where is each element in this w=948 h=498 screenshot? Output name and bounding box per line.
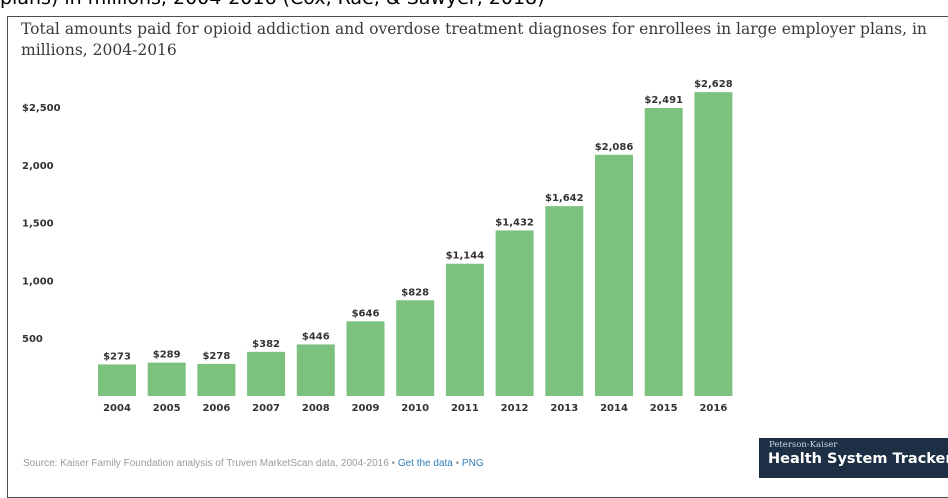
x-tick-label: 2007 bbox=[252, 403, 280, 414]
bar-chart: $2,500 2,000 1,500 1,000 500 $273 $289 $278 $38… bbox=[22, 79, 733, 414]
value-label: $278 bbox=[202, 351, 230, 362]
bar-2016 bbox=[694, 92, 733, 397]
value-label: $828 bbox=[401, 287, 429, 298]
value-label: $1,642 bbox=[545, 193, 584, 204]
link-separator: • bbox=[452, 458, 462, 469]
bar-2014 bbox=[595, 154, 633, 396]
value-label: $2,491 bbox=[644, 95, 683, 106]
chart-title: Total amounts paid for opioid addiction … bbox=[21, 20, 927, 59]
value-label: $273 bbox=[103, 351, 131, 362]
value-label: $1,432 bbox=[495, 217, 534, 228]
bar-2011 bbox=[445, 263, 484, 396]
value-label: $382 bbox=[252, 339, 280, 350]
value-labels: $273 $289 $278 $382 $446 $646 $828 $1,144 $1,432… bbox=[103, 79, 733, 362]
x-tick-label: 2005 bbox=[153, 403, 181, 414]
chart-card: Total amounts paid for opioid addiction … bbox=[7, 16, 948, 498]
y-tick-label: 2,000 bbox=[22, 161, 54, 172]
value-label: $2,086 bbox=[595, 142, 634, 153]
bar-2008 bbox=[296, 344, 335, 396]
bar-2012 bbox=[495, 230, 534, 396]
y-tick-label: 1,500 bbox=[22, 219, 54, 230]
value-label: $2,628 bbox=[694, 79, 733, 90]
x-tick-label: 2009 bbox=[352, 403, 380, 414]
bar-2015 bbox=[644, 107, 683, 397]
x-tick-label: 2014 bbox=[600, 403, 628, 414]
value-label: $1,144 bbox=[446, 251, 485, 262]
bar-2007 bbox=[247, 351, 286, 396]
brand-name: Health System Tracker bbox=[768, 451, 948, 467]
x-tick-label: 2008 bbox=[302, 403, 330, 414]
value-label: $289 bbox=[153, 350, 181, 361]
bars bbox=[98, 92, 733, 397]
bar-2009 bbox=[346, 321, 385, 396]
y-tick-label: 500 bbox=[22, 334, 43, 345]
bar-2010 bbox=[396, 300, 435, 396]
figure-caption: plans) in millions, 2004-2016 (Cox, Rae,… bbox=[0, 0, 545, 9]
x-tick-label: 2015 bbox=[650, 403, 678, 414]
brand-logo: Peterson-Kaiser Health System Tracker bbox=[759, 438, 948, 478]
x-tick-label: 2004 bbox=[103, 403, 131, 414]
value-label: $646 bbox=[352, 308, 380, 319]
y-tick-label: 1,000 bbox=[22, 276, 54, 287]
x-tick-label: 2013 bbox=[550, 403, 578, 414]
y-tick-label: $2,500 bbox=[22, 103, 61, 114]
bar-2004 bbox=[98, 364, 136, 396]
x-tick-label: 2006 bbox=[202, 403, 230, 414]
bar-2013 bbox=[545, 206, 584, 396]
x-tick-label: 2011 bbox=[451, 403, 479, 414]
x-axis-labels: 2004 2005 2006 2007 2008 2009 2010 2011 2012 2013… bbox=[103, 403, 727, 414]
x-tick-label: 2012 bbox=[501, 403, 529, 414]
source-note: Source: Kaiser Family Foundation analysi… bbox=[23, 458, 484, 469]
brand-small-text: Peterson-Kaiser bbox=[769, 440, 838, 450]
value-label: $446 bbox=[302, 331, 330, 342]
png-link[interactable]: PNG bbox=[461, 458, 484, 469]
y-axis-ticks: $2,500 2,000 1,500 1,000 500 bbox=[22, 103, 61, 345]
source-text: Source: Kaiser Family Foundation analysi… bbox=[23, 458, 398, 469]
bar-2006 bbox=[197, 363, 236, 396]
x-tick-label: 2016 bbox=[699, 403, 727, 414]
get-data-link[interactable]: Get the data bbox=[397, 458, 453, 469]
x-tick-label: 2010 bbox=[401, 403, 429, 414]
bar-2005 bbox=[147, 362, 186, 396]
